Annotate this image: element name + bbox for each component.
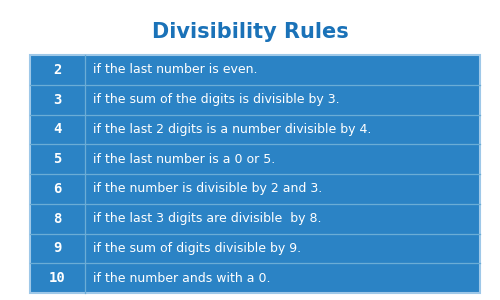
Bar (30, 55, 480, 293)
Text: if the last 2 digits is a number divisible by 4.: if the last 2 digits is a number divisib… (93, 123, 371, 136)
Text: 5: 5 (54, 152, 62, 166)
Text: 2: 2 (54, 63, 62, 77)
Text: if the number is divisible by 2 and 3.: if the number is divisible by 2 and 3. (93, 182, 322, 195)
Text: Divisibility Rules: Divisibility Rules (152, 22, 348, 42)
Text: if the last number is a 0 or 5.: if the last number is a 0 or 5. (93, 153, 275, 166)
Text: 6: 6 (54, 182, 62, 196)
Text: 10: 10 (49, 271, 66, 285)
Text: if the sum of the digits is divisible by 3.: if the sum of the digits is divisible by… (93, 93, 340, 106)
Text: 3: 3 (54, 93, 62, 106)
Text: if the sum of digits divisible by 9.: if the sum of digits divisible by 9. (93, 242, 301, 255)
Text: if the last 3 digits are divisible  by 8.: if the last 3 digits are divisible by 8. (93, 212, 322, 225)
Text: 8: 8 (54, 212, 62, 226)
Text: if the number ands with a 0.: if the number ands with a 0. (93, 272, 270, 285)
Text: 4: 4 (54, 122, 62, 136)
Text: 9: 9 (54, 242, 62, 255)
Text: if the last number is even.: if the last number is even. (93, 63, 258, 76)
